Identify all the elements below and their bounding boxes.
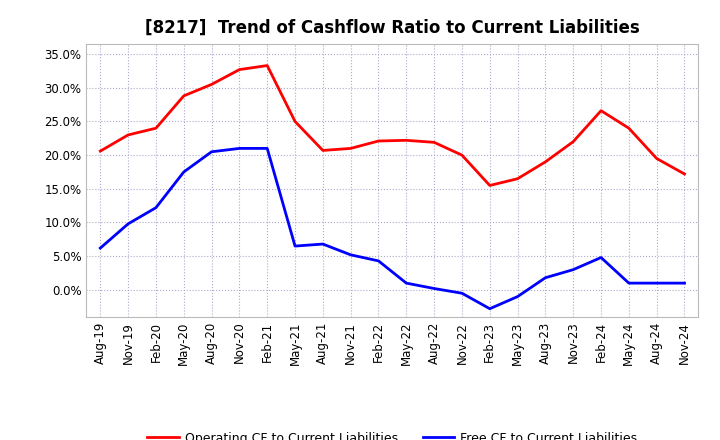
Free CF to Current Liabilities <box>402 280 410 286</box>
Operating CF to Current Liabilities <box>346 146 355 151</box>
Operating CF to Current Liabilities <box>96 148 104 154</box>
Free CF to Current Liabilities <box>430 286 438 291</box>
Free CF to Current Liabilities <box>680 280 689 286</box>
Free CF to Current Liabilities <box>541 275 550 280</box>
Operating CF to Current Liabilities <box>263 63 271 68</box>
Operating CF to Current Liabilities <box>430 140 438 145</box>
Operating CF to Current Liabilities <box>624 125 633 131</box>
Free CF to Current Liabilities <box>346 252 355 257</box>
Free CF to Current Liabilities <box>179 169 188 175</box>
Free CF to Current Liabilities <box>263 146 271 151</box>
Free CF to Current Liabilities <box>652 280 661 286</box>
Free CF to Current Liabilities <box>96 246 104 251</box>
Free CF to Current Liabilities <box>374 258 383 264</box>
Operating CF to Current Liabilities <box>569 139 577 144</box>
Operating CF to Current Liabilities <box>291 119 300 124</box>
Free CF to Current Liabilities <box>318 242 327 247</box>
Operating CF to Current Liabilities <box>374 138 383 143</box>
Operating CF to Current Liabilities <box>235 67 243 72</box>
Operating CF to Current Liabilities <box>458 153 467 158</box>
Title: [8217]  Trend of Cashflow Ratio to Current Liabilities: [8217] Trend of Cashflow Ratio to Curren… <box>145 19 640 37</box>
Operating CF to Current Liabilities <box>513 176 522 181</box>
Operating CF to Current Liabilities <box>207 82 216 87</box>
Operating CF to Current Liabilities <box>680 171 689 176</box>
Operating CF to Current Liabilities <box>541 159 550 165</box>
Operating CF to Current Liabilities <box>402 138 410 143</box>
Operating CF to Current Liabilities <box>318 148 327 153</box>
Free CF to Current Liabilities <box>207 149 216 154</box>
Operating CF to Current Liabilities <box>179 93 188 99</box>
Operating CF to Current Liabilities <box>597 108 606 114</box>
Free CF to Current Liabilities <box>513 294 522 299</box>
Free CF to Current Liabilities <box>458 290 467 296</box>
Free CF to Current Liabilities <box>485 306 494 312</box>
Operating CF to Current Liabilities <box>124 132 132 138</box>
Free CF to Current Liabilities <box>124 221 132 227</box>
Operating CF to Current Liabilities <box>652 156 661 161</box>
Legend: Operating CF to Current Liabilities, Free CF to Current Liabilities: Operating CF to Current Liabilities, Fre… <box>143 427 642 440</box>
Free CF to Current Liabilities <box>569 267 577 272</box>
Free CF to Current Liabilities <box>624 280 633 286</box>
Free CF to Current Liabilities <box>152 205 161 210</box>
Free CF to Current Liabilities <box>597 255 606 260</box>
Operating CF to Current Liabilities <box>152 125 161 131</box>
Line: Free CF to Current Liabilities: Free CF to Current Liabilities <box>100 148 685 309</box>
Operating CF to Current Liabilities <box>485 183 494 188</box>
Free CF to Current Liabilities <box>235 146 243 151</box>
Free CF to Current Liabilities <box>291 243 300 249</box>
Line: Operating CF to Current Liabilities: Operating CF to Current Liabilities <box>100 66 685 185</box>
